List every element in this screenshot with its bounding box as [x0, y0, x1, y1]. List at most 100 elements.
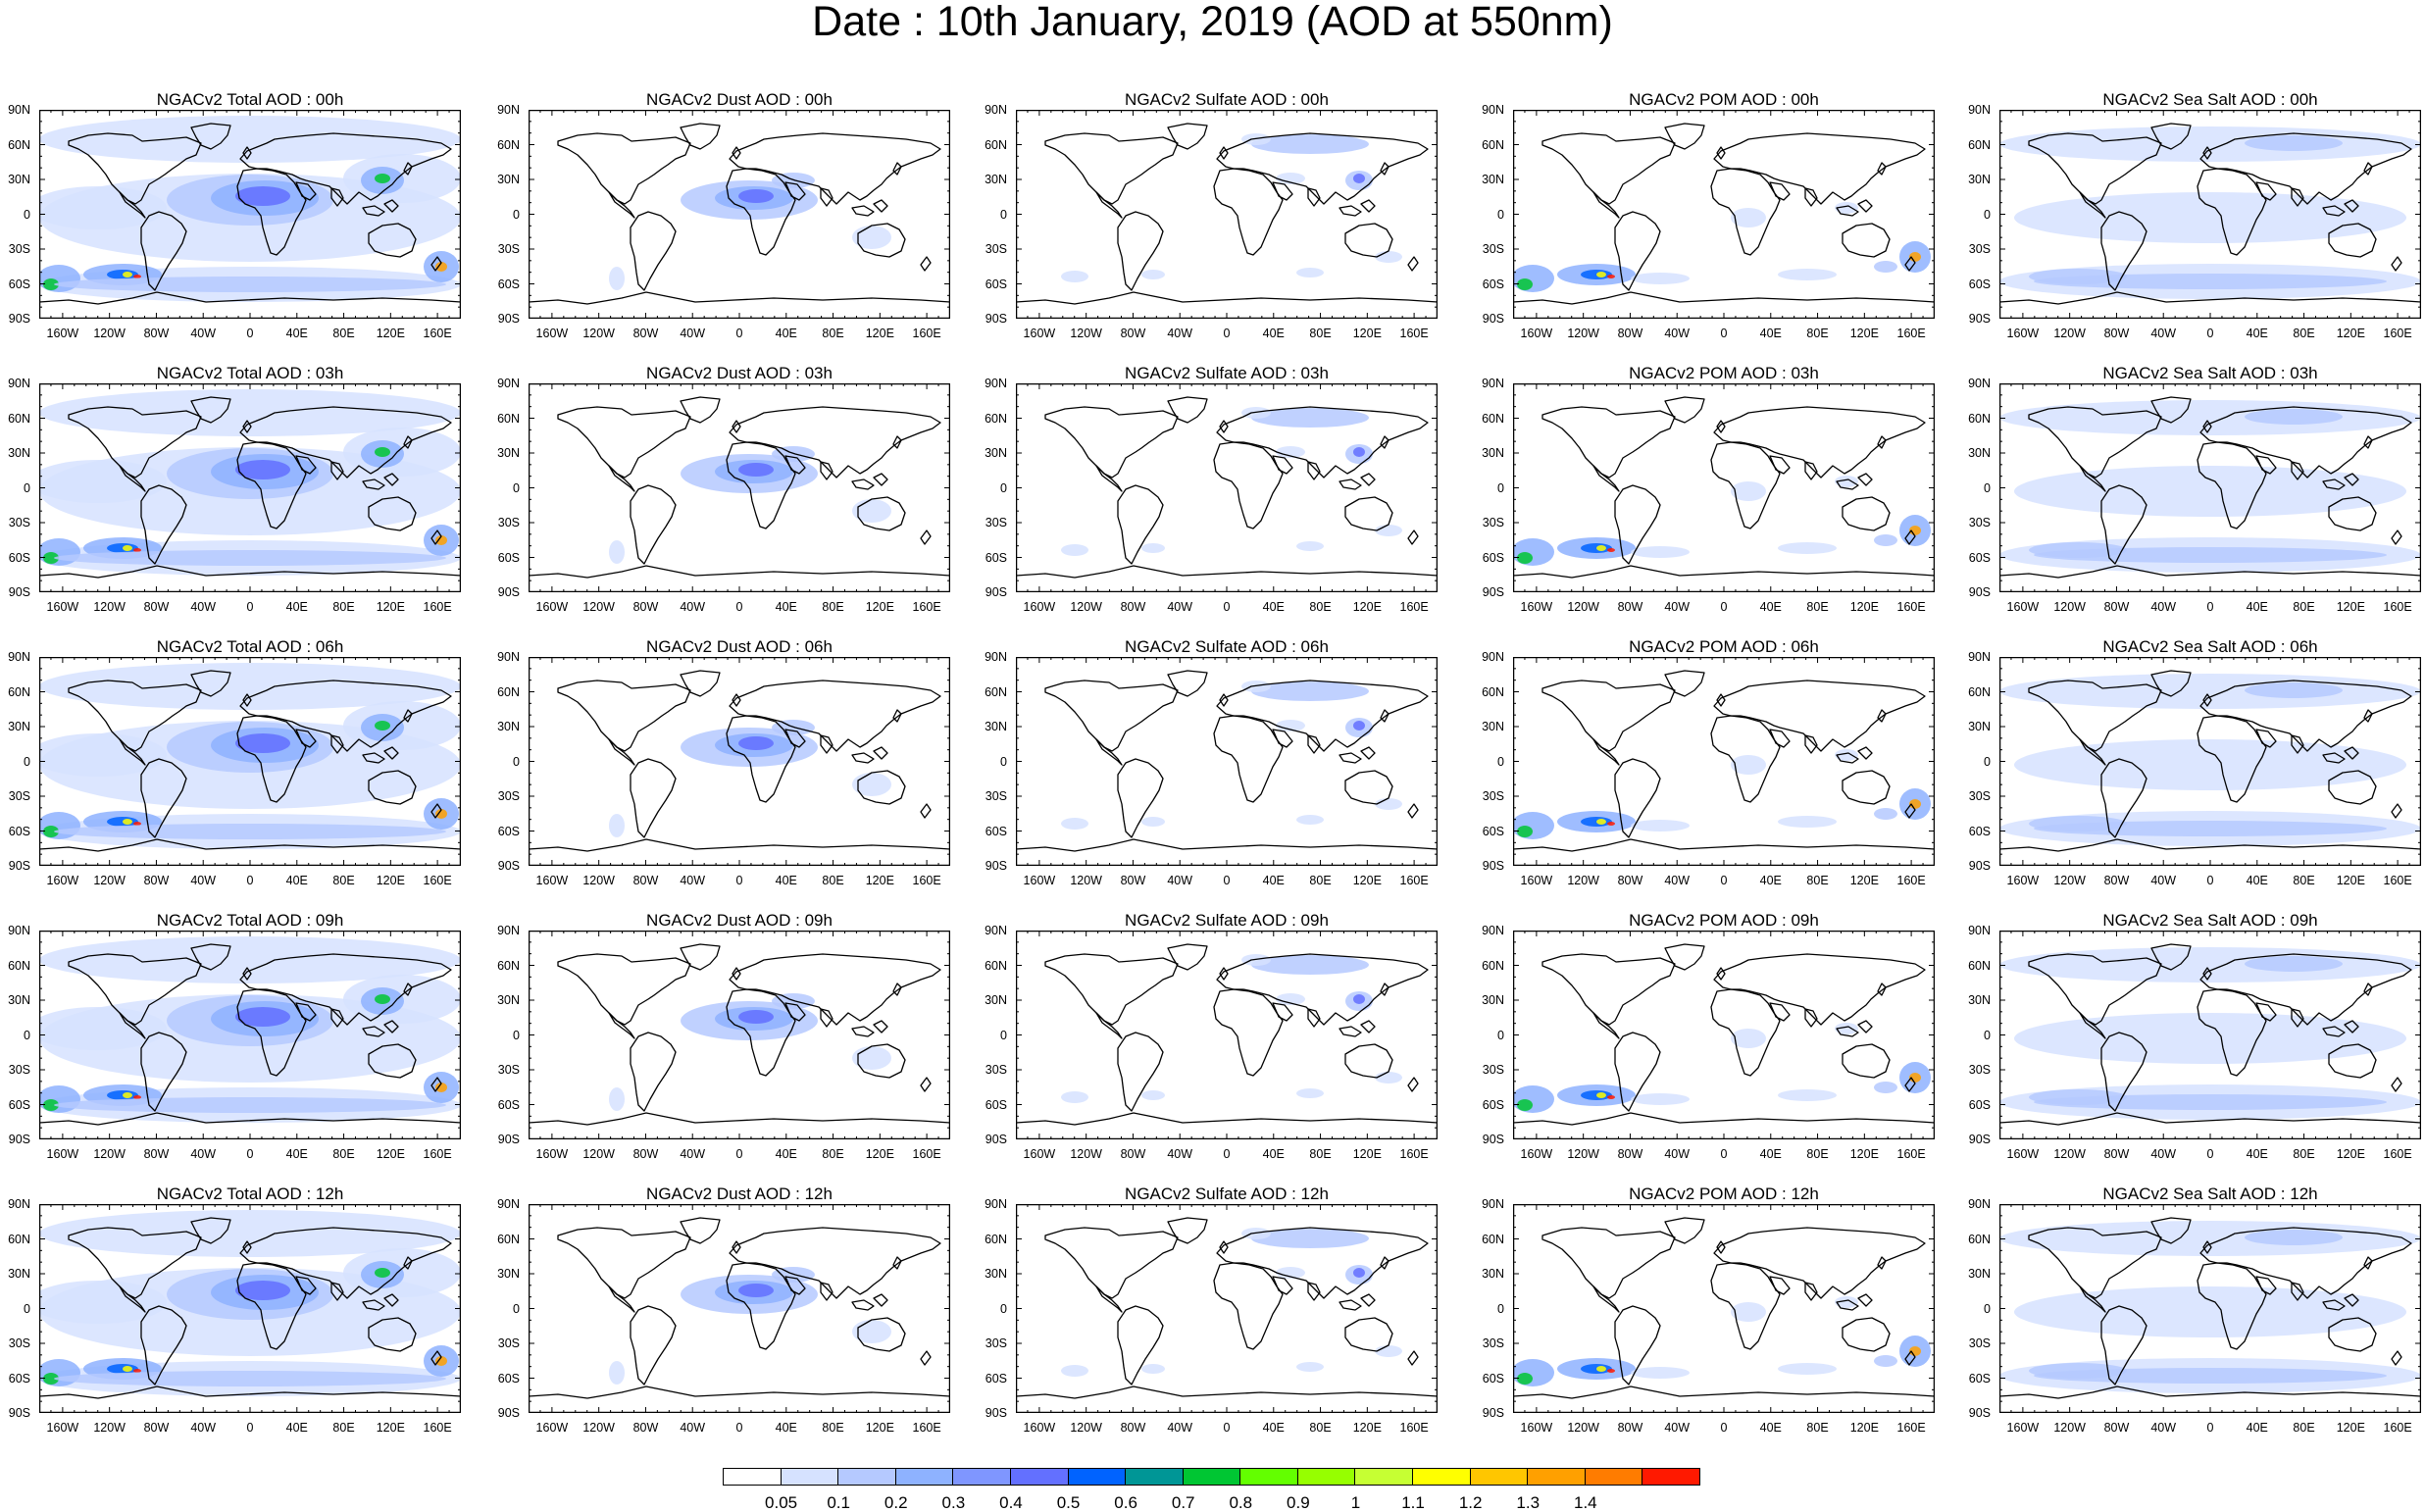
aod-map — [1999, 383, 2421, 592]
lat-tick-label: 30N — [8, 446, 30, 460]
map-panel-seasalt-09h: NGACv2 Sea Salt AOD : 09h 90N 60N 30N 0 30S 60… — [1968, 912, 2421, 1177]
lon-tick-label: 160E — [2383, 600, 2412, 614]
aod-field — [1276, 720, 1305, 731]
aod-field — [1141, 1364, 1165, 1374]
aod-field — [1631, 546, 1690, 558]
lon-tick-label: 80E — [1309, 1421, 1332, 1435]
lon-tick-label: 80E — [822, 1147, 844, 1161]
aod-field — [1631, 273, 1690, 284]
aod-field — [123, 819, 132, 825]
panel-title: NGACv2 Sea Salt AOD : 12h — [2102, 1184, 2318, 1203]
aod-field — [2245, 135, 2343, 151]
lon-tick-label: 160E — [1896, 600, 1926, 614]
lon-tick-label: 160W — [46, 1421, 79, 1435]
lat-tick-label: 0 — [24, 480, 30, 495]
lat-tick-label: 30S — [497, 242, 520, 256]
lon-tick-label: 0 — [735, 1147, 743, 1161]
lon-tick-label: 160E — [912, 600, 941, 614]
lat-tick-label: 30S — [1968, 242, 1991, 256]
lon-tick-label: 120W — [1567, 1147, 1599, 1161]
lat-tick-label: 90N — [1482, 924, 1504, 937]
lon-tick-label: 0 — [246, 1421, 254, 1435]
lat-tick-label: 90S — [497, 859, 520, 873]
lat-tick-label: 60S — [1968, 550, 1991, 565]
lon-tick-label: 120W — [1567, 874, 1599, 887]
lon-tick-label: 120E — [1352, 600, 1382, 614]
colorbar-swatch — [952, 1468, 1011, 1486]
aod-field — [54, 550, 446, 566]
map-panel-total-06h: NGACv2 Total AOD : 06h 90N 60N 30N 0 30S 60S 90… — [8, 638, 461, 903]
lat-tick-label: 90S — [8, 859, 30, 873]
lon-tick-label: 120W — [1567, 1421, 1599, 1435]
lat-tick-label: 90S — [985, 859, 1007, 873]
lon-tick-label: 160E — [423, 1147, 452, 1161]
aod-field — [375, 994, 390, 1004]
map-panel-total-03h: NGACv2 Total AOD : 03h 90N 60N 30N 0 30S 60S 90… — [8, 365, 461, 630]
aod-map — [1999, 110, 2421, 319]
lat-tick-label: 90N — [1968, 650, 1991, 664]
map-panel-sulfate-00h: NGACv2 Sulfate AOD : 00h 90N 60N 30N 0 30S 60S… — [985, 91, 1438, 356]
colorbar-swatch — [1469, 1468, 1529, 1486]
lon-tick-label: 80E — [332, 874, 355, 887]
lat-tick-label: 30S — [1968, 516, 1991, 529]
lat-tick-label: 0 — [513, 207, 520, 222]
aod-field — [1517, 278, 1533, 290]
lon-tick-label: 40E — [775, 327, 797, 340]
map-frame — [1999, 931, 2421, 1139]
lon-tick-label: 120E — [2336, 1147, 2365, 1161]
lon-tick-label: 80W — [1120, 874, 1146, 887]
lon-tick-label: 160E — [1399, 600, 1429, 614]
aod-field — [1778, 269, 1837, 280]
aod-map — [529, 383, 950, 592]
lon-tick-label: 80W — [1617, 327, 1643, 340]
lat-tick-label: 0 — [24, 207, 30, 222]
lat-tick-label: 0 — [513, 480, 520, 495]
lon-tick-label: 40W — [2150, 1421, 2177, 1435]
aod-field — [375, 447, 390, 457]
aod-field — [1596, 1366, 1606, 1372]
lon-tick-label: 120W — [2053, 1147, 2086, 1161]
aod-field — [1607, 1095, 1615, 1099]
lon-tick-label: 120W — [582, 1147, 615, 1161]
lon-tick-label: 80E — [332, 1421, 355, 1435]
aod-field — [738, 189, 774, 203]
aod-field — [235, 1281, 290, 1300]
lon-tick-label: 160E — [1896, 1147, 1926, 1161]
aod-field — [1999, 126, 2421, 162]
map-frame — [529, 383, 950, 592]
colorbar-label: 0.5 — [1056, 1493, 1081, 1512]
panel-title: NGACv2 Total AOD : 00h — [156, 90, 344, 109]
lat-tick-label: 60S — [985, 824, 1007, 838]
aod-field — [1375, 251, 1402, 263]
aod-map — [1513, 110, 1935, 319]
lat-tick-label: 30S — [1482, 789, 1504, 803]
lon-tick-label: 80W — [632, 1421, 659, 1435]
aod-field — [39, 1007, 167, 1050]
lat-tick-label: 0 — [513, 1028, 520, 1042]
lat-tick-label: 60N — [985, 958, 1007, 973]
aod-field — [609, 267, 625, 290]
map-frame — [1513, 657, 1935, 866]
lat-tick-label: 60N — [985, 411, 1007, 426]
aod-field — [133, 275, 141, 278]
aod-field — [133, 822, 141, 826]
colorbar-swatch — [1067, 1468, 1127, 1486]
aod-map — [39, 383, 461, 592]
lat-tick-label: 0 — [24, 754, 30, 769]
aod-field — [1731, 481, 1766, 501]
aod-map — [39, 1204, 461, 1413]
lat-tick-label: 60S — [1968, 1097, 1991, 1112]
lon-tick-label: 40W — [680, 874, 706, 887]
lat-tick-label: 90N — [985, 650, 1007, 664]
panel-title: NGACv2 Dust AOD : 00h — [646, 90, 833, 109]
lat-tick-label: 90N — [8, 1197, 30, 1211]
lon-tick-label: 160W — [535, 600, 569, 614]
aod-field — [1596, 1092, 1606, 1098]
colorbar-swatch — [837, 1468, 896, 1486]
lon-tick-label: 40W — [190, 874, 217, 887]
colorbar-swatch — [1182, 1468, 1241, 1486]
aod-field — [435, 535, 447, 545]
aod-field — [1353, 721, 1365, 731]
figure-title: Date : 10th January, 2019 (AOD at 550nm) — [812, 0, 1613, 45]
lon-tick-label: 0 — [735, 600, 743, 614]
